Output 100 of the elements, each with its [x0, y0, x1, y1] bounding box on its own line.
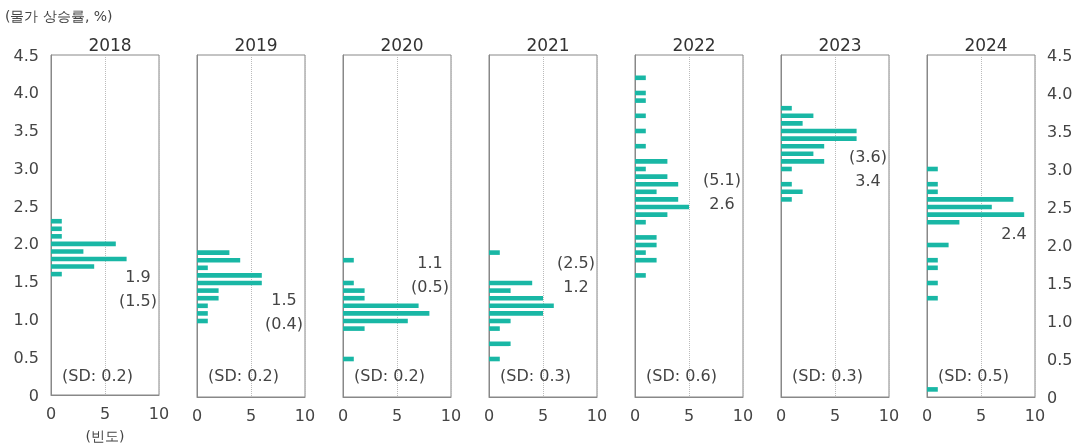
chart-title: 2020 — [380, 34, 424, 55]
annotation: (SD: 0.2) — [353, 365, 425, 385]
bar — [51, 234, 62, 239]
bar — [781, 159, 825, 164]
x-tick-label: 10 — [732, 405, 754, 425]
bar — [197, 288, 219, 293]
y-tick-label: 4.0 — [13, 83, 39, 103]
bar — [489, 288, 511, 293]
chart-title: 2018 — [88, 34, 132, 55]
bar — [635, 143, 646, 149]
bar — [51, 264, 95, 269]
annotation: 2.6 — [709, 194, 735, 214]
x-tick-label: 0 — [337, 405, 349, 425]
bar — [927, 197, 1014, 202]
bar — [51, 218, 62, 224]
bar — [635, 273, 646, 278]
y-tick-label: 4.0 — [1047, 83, 1073, 103]
x-tick-label: 5 — [245, 405, 257, 425]
annotation: (5.1) — [702, 170, 741, 190]
x-axis-title: (빈도) — [85, 428, 125, 444]
chart-title: 2024 — [964, 34, 1008, 55]
bar — [635, 197, 679, 202]
annotation: (1.5) — [118, 290, 157, 310]
annotation: (SD: 0.6) — [645, 365, 717, 385]
bar — [343, 257, 354, 263]
bar — [635, 219, 646, 225]
bar — [635, 181, 679, 187]
annotation: (SD: 0.3) — [791, 365, 863, 385]
annotation: (0.5) — [410, 276, 449, 296]
x-tick-label: 5 — [537, 405, 549, 425]
annotation: 2.4 — [1001, 223, 1027, 243]
y-tick-label: 0.5 — [1047, 349, 1073, 369]
annotation: (SD: 0.5) — [937, 365, 1009, 385]
bar — [635, 98, 646, 103]
chart-title: 2021 — [526, 34, 570, 55]
annotation: 1.5 — [271, 289, 297, 309]
bar — [635, 174, 668, 179]
bar — [635, 235, 657, 240]
y-tick-label: 4.5 — [1047, 45, 1073, 65]
bar — [927, 212, 1025, 217]
chart-title: 2019 — [234, 34, 278, 55]
y-tick-label: 1.5 — [13, 272, 39, 292]
y-tick-label: 1.5 — [1047, 273, 1073, 293]
y-tick-label: 0 — [28, 385, 39, 405]
bar — [343, 288, 365, 293]
bar — [197, 273, 262, 278]
annotation: (0.4) — [264, 313, 303, 333]
bar — [635, 250, 646, 255]
bar — [489, 250, 500, 255]
bar — [927, 257, 938, 263]
bar — [635, 212, 668, 217]
bar — [927, 295, 938, 301]
y-tick-label: 2.0 — [1047, 235, 1073, 255]
bar — [343, 311, 430, 316]
x-tick-label: 5 — [683, 405, 695, 425]
bar — [927, 181, 938, 187]
annotation: 1.2 — [563, 276, 589, 296]
chart-title: 2022 — [672, 34, 716, 55]
annotation: (SD: 0.2) — [207, 365, 279, 385]
bar — [781, 181, 792, 187]
x-tick-label: 5 — [829, 405, 841, 425]
y-tick-label: 3.0 — [1047, 159, 1073, 179]
bar — [197, 295, 219, 301]
bar — [197, 311, 208, 316]
y-tick-label: 4.5 — [13, 45, 39, 65]
bar — [489, 295, 543, 301]
bar — [927, 219, 960, 225]
annotation: (3.6) — [848, 147, 887, 167]
bar — [635, 159, 668, 164]
chart-title: 2023 — [818, 34, 862, 55]
x-tick-label: 10 — [440, 405, 462, 425]
x-tick-label: 5 — [391, 405, 403, 425]
bar — [781, 143, 825, 149]
bar — [781, 121, 803, 126]
bar — [197, 250, 230, 255]
x-tick-label: 5 — [975, 405, 987, 425]
y-tick-label: 0.5 — [13, 347, 39, 367]
x-tick-label: 0 — [921, 405, 933, 425]
y-axis-title: (물가 상승률, %) — [5, 8, 113, 24]
x-tick-label: 0 — [45, 403, 57, 423]
annotation: (SD: 0.2) — [61, 365, 133, 385]
annotation: (2.5) — [556, 252, 595, 272]
bar — [781, 197, 792, 202]
x-tick-label: 0 — [629, 405, 641, 425]
x-tick-label: 0 — [191, 405, 203, 425]
annotation: 1.1 — [417, 252, 443, 272]
bar — [781, 105, 792, 111]
x-tick-label: 10 — [586, 405, 608, 425]
bar — [51, 249, 84, 254]
y-tick-label: 2.0 — [13, 234, 39, 254]
bar — [343, 326, 365, 331]
x-tick-label: 5 — [99, 403, 111, 423]
annotation: (SD: 0.3) — [499, 365, 571, 385]
bar — [927, 387, 938, 392]
annotation: 1.9 — [125, 266, 151, 286]
x-tick-label: 10 — [1024, 405, 1046, 425]
y-tick-label: 2.5 — [13, 196, 39, 216]
bar — [781, 136, 857, 141]
x-tick-label: 10 — [148, 403, 170, 423]
x-tick-label: 10 — [294, 405, 316, 425]
